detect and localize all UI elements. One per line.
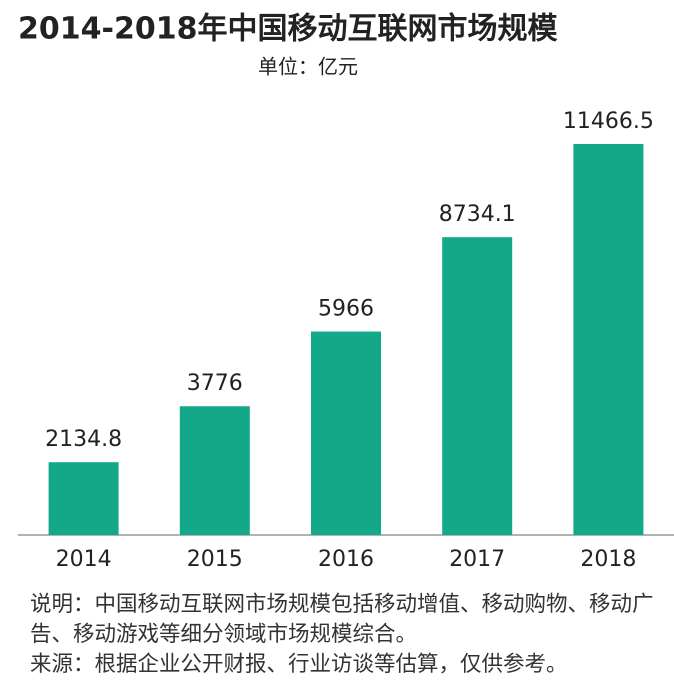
note: 说明：中国移动互联网市场规模包括移动增值、移动购物、移动广告、移动游戏等细分领域…: [30, 592, 654, 647]
chart-title: 2014-2018年中国移动互联网市场规模: [18, 12, 557, 47]
value-label: 11466.5: [563, 109, 654, 134]
value-label: 3776: [187, 371, 243, 396]
bar: [48, 462, 119, 535]
bar: [179, 406, 250, 535]
chart: 2014-2018年中国移动互联网市场规模 单位：亿元 2014 2134.8 20…: [18, 12, 674, 572]
x-tick-label: 2018: [580, 547, 636, 572]
bar: [442, 237, 513, 535]
source: 来源：根据企业公开财报、行业访谈等估算，仅供参考。: [30, 652, 568, 677]
bar: [311, 331, 381, 535]
x-tick-label: 2014: [56, 547, 112, 572]
value-label: 8734.1: [439, 202, 516, 227]
footnote: 说明：中国移动互联网市场规模包括移动增值、移动购物、移动广告、移动游戏等细分领域…: [30, 590, 655, 680]
value-label: 5966: [318, 297, 374, 322]
x-tick-label: 2017: [449, 547, 505, 572]
value-label: 2134.8: [45, 427, 122, 452]
x-tick-label: 2016: [318, 547, 374, 572]
bar: [573, 144, 644, 535]
chart-subtitle: 单位：亿元: [258, 55, 358, 79]
x-tick-label: 2015: [187, 547, 243, 572]
